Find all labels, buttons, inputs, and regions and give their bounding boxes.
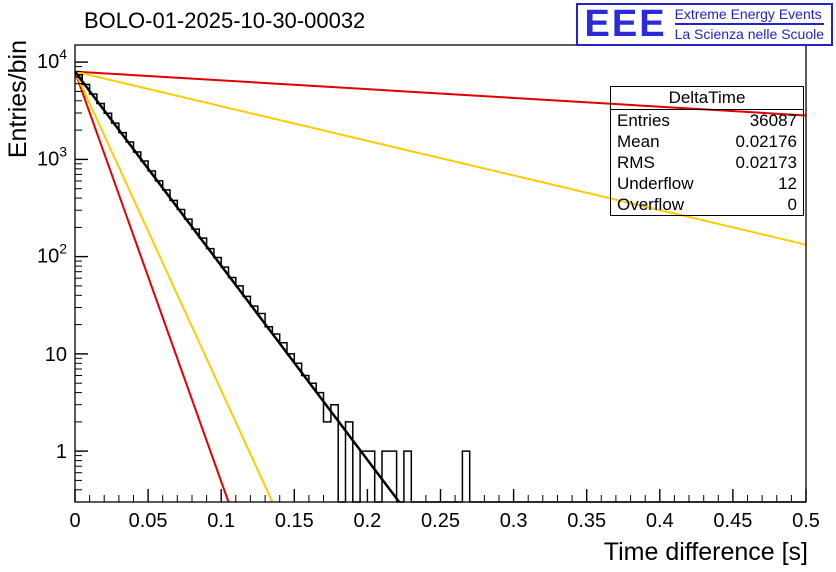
x-tick-label: 0 xyxy=(69,510,80,532)
stats-value: 0.02173 xyxy=(735,153,797,172)
y-tick-label: 10 xyxy=(45,344,67,366)
x-tick-label: 0.4 xyxy=(646,510,674,532)
x-tick-label: 0.1 xyxy=(207,510,235,532)
stats-value: 36087 xyxy=(749,111,797,130)
x-tick-label: 0.25 xyxy=(421,510,460,532)
y-tick-label: 104 xyxy=(37,46,67,73)
x-tick-label: 0.5 xyxy=(792,510,820,532)
stats-row-overflow: Overflow 0 xyxy=(611,194,803,215)
reference-line-yellow-steep xyxy=(74,71,274,503)
reference-line-red-steep xyxy=(74,71,230,503)
stats-label: Entries xyxy=(617,111,670,130)
stats-value: 12 xyxy=(778,174,797,193)
stats-label: Mean xyxy=(617,132,660,151)
y-tick-label: 102 xyxy=(37,241,67,268)
stats-row-mean: Mean 0.02176 xyxy=(611,131,803,152)
stats-value: 0.02176 xyxy=(735,132,797,151)
x-tick-label: 0.2 xyxy=(353,510,381,532)
stats-label: Underflow xyxy=(617,174,694,193)
stats-label: RMS xyxy=(617,153,655,172)
stats-row-entries: Entries 36087 xyxy=(611,110,803,131)
y-tick-label: 1 xyxy=(56,441,67,463)
stats-title: DeltaTime xyxy=(611,87,803,110)
eee-logo-line2: La Scienza nelle Scuole xyxy=(674,26,824,43)
x-tick-label: 0.05 xyxy=(129,510,168,532)
eee-logo-text: EEE xyxy=(584,2,667,45)
x-tick-label: 0.3 xyxy=(500,510,528,532)
eee-logo: EEE Extreme Energy Events La Scienza nel… xyxy=(575,2,833,47)
x-tick-label: 0.35 xyxy=(567,510,606,532)
stats-row-rms: RMS 0.02173 xyxy=(611,152,803,173)
stats-label: Overflow xyxy=(617,195,685,214)
stats-row-underflow: Underflow 12 xyxy=(611,173,803,194)
fit-line xyxy=(74,70,401,503)
plot-title: BOLO-01-2025-10-30-00032 xyxy=(84,8,366,33)
eee-logo-line1: Extreme Energy Events xyxy=(674,6,822,22)
reference-line-red-shallow xyxy=(74,70,807,117)
stats-value: 0 xyxy=(787,195,797,214)
eee-logo-caption: Extreme Energy Events La Scienza nelle S… xyxy=(674,6,824,43)
y-tick-label: 103 xyxy=(37,143,67,170)
x-tick-label: 0.15 xyxy=(275,510,314,532)
y-axis-title: Entries/bin xyxy=(4,40,32,159)
stats-box: DeltaTime Entries 36087 Mean 0.02176 RMS… xyxy=(610,86,804,216)
eee-logo-divider xyxy=(674,23,824,26)
x-tick-label: 0.45 xyxy=(713,510,752,532)
x-axis-title: Time difference [s] xyxy=(603,538,808,566)
